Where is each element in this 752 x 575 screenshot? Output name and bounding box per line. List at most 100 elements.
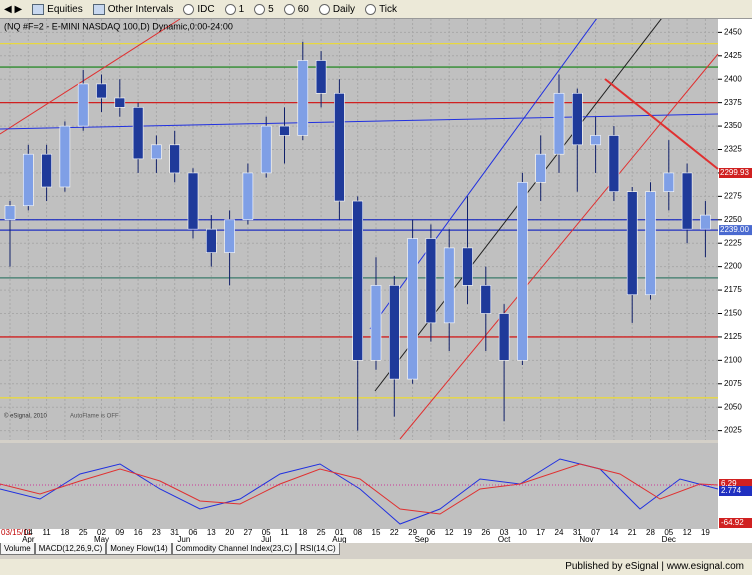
- y-tick-label: 2375: [724, 98, 742, 107]
- btn-1[interactable]: 1: [224, 3, 245, 15]
- month-label: May: [94, 535, 109, 543]
- tab[interactable]: MACD(12,26,9,C): [34, 543, 107, 555]
- label: 1: [238, 3, 245, 15]
- candle-body: [206, 228, 217, 253]
- y-tick-label: 2400: [724, 74, 742, 83]
- candle-body: [151, 144, 162, 160]
- candle-body: [41, 153, 52, 188]
- x-tick-label: 09: [115, 528, 124, 537]
- x-tick-label: 20: [225, 528, 234, 537]
- candle-body: [517, 182, 528, 361]
- candle-body: [4, 205, 16, 221]
- tab[interactable]: Money Flow(14): [106, 543, 172, 555]
- y-tick-label: 2075: [724, 379, 742, 388]
- indicator-pane: [0, 443, 718, 529]
- y-tick-label: 2275: [724, 191, 742, 200]
- indicator-box: [719, 518, 752, 528]
- toolbar: ◀ ▶ Equities Other Intervals IDC 1 5 60 …: [0, 0, 752, 19]
- status-bar: Published by eSignal | www.esignal.com: [0, 559, 752, 575]
- btn-5[interactable]: 5: [254, 3, 274, 15]
- candle-body: [626, 191, 638, 296]
- x-tick-label: 15: [372, 528, 381, 537]
- btn-daily[interactable]: Daily: [318, 3, 355, 15]
- indicator-label: -64.92: [721, 518, 744, 527]
- x-tick-label: 01: [335, 528, 344, 537]
- indicator-box: [719, 486, 752, 496]
- x-tick-label: 26: [481, 528, 490, 537]
- x-tick-label: 04: [24, 528, 33, 537]
- tab[interactable]: RSI(14,C): [296, 543, 340, 555]
- x-tick-label: 08: [353, 528, 362, 537]
- x-tick-label: 12: [683, 528, 692, 537]
- x-tick-label: 23: [152, 528, 161, 537]
- candle-body: [443, 247, 455, 324]
- month-label: Aug: [332, 535, 346, 543]
- y-tick-label: 2050: [724, 402, 742, 411]
- candle-body: [498, 313, 510, 361]
- candle-body: [224, 219, 235, 253]
- x-tick-label: 21: [628, 528, 637, 537]
- tabs: Volume MACD(12,26,9,C) Money Flow(14) Co…: [0, 543, 340, 555]
- tab[interactable]: Commodity Channel Index(23,C): [171, 543, 297, 555]
- tab[interactable]: Volume: [0, 543, 35, 555]
- status-text: Published by eSignal | www.esignal.com: [565, 561, 744, 572]
- indicator-label: 2.774: [721, 486, 742, 495]
- candle-body: [700, 214, 711, 230]
- x-tick-label: 24: [555, 528, 564, 537]
- month-label: Nov: [579, 535, 593, 543]
- x-tick-label: 13: [207, 528, 216, 537]
- candle-body: [315, 60, 327, 94]
- x-tick-label: 11: [42, 528, 51, 537]
- trendline: [0, 19, 181, 135]
- label: Tick: [379, 3, 398, 15]
- x-tick-label: 31: [170, 528, 179, 537]
- btn-60[interactable]: 60: [283, 3, 309, 15]
- x-tick-label: 06: [189, 528, 198, 537]
- y-tick-label: 2250: [724, 215, 742, 224]
- candle-body: [260, 125, 272, 174]
- x-tick-label: 05: [262, 528, 271, 537]
- candle-body: [169, 144, 180, 174]
- x-tick-label: 12: [445, 528, 454, 537]
- trendline: [0, 113, 719, 130]
- y-tick-label: 2200: [724, 262, 742, 271]
- y-tick-label: 2225: [724, 238, 742, 247]
- candle-body: [114, 97, 126, 108]
- btn-equities[interactable]: Equities: [32, 3, 83, 15]
- indicator-label: 6.29: [721, 479, 737, 488]
- candle-body: [535, 153, 547, 183]
- x-tick-label: 14: [609, 528, 618, 537]
- btn-tick[interactable]: Tick: [365, 3, 398, 15]
- y-tick-label: 2025: [724, 426, 742, 435]
- btn-idc[interactable]: IDC: [183, 3, 215, 15]
- price-axis: [718, 19, 752, 543]
- x-tick-label: 05: [664, 528, 673, 537]
- candle-body: [663, 172, 675, 192]
- candle-body: [462, 247, 473, 286]
- y-tick-label: 2450: [724, 27, 742, 36]
- x-tick-label: 16: [134, 528, 143, 537]
- btn-intervals[interactable]: Other Intervals: [92, 3, 173, 15]
- month-label: Jul: [261, 535, 271, 543]
- signal-line: [0, 463, 719, 515]
- x-tick-label: 25: [79, 528, 88, 537]
- candle-body: [334, 92, 345, 202]
- x-tick-label: 29: [408, 528, 417, 537]
- candle-body: [571, 92, 583, 146]
- price-marker-label: 2299.93: [720, 168, 749, 177]
- candle-body: [132, 107, 144, 160]
- chart-title: (NQ #F=2 - E-MINI NASDAQ 100,D) Dynamic,…: [4, 21, 233, 31]
- price-marker: [719, 225, 752, 236]
- x-tick-label: 27: [243, 528, 252, 537]
- y-tick-label: 2325: [724, 145, 742, 154]
- candle-body: [279, 125, 290, 136]
- x-tick-label: 25: [317, 528, 326, 537]
- x-tick-label: 22: [390, 528, 399, 537]
- x-tick-label: 10: [518, 528, 527, 537]
- month-label: Apr: [22, 535, 35, 543]
- btn-back[interactable]: ◀ ▶: [4, 3, 23, 15]
- x-tick-label: 11: [280, 528, 289, 537]
- month-label: Oct: [498, 535, 511, 543]
- x-tick-label: 31: [573, 528, 582, 537]
